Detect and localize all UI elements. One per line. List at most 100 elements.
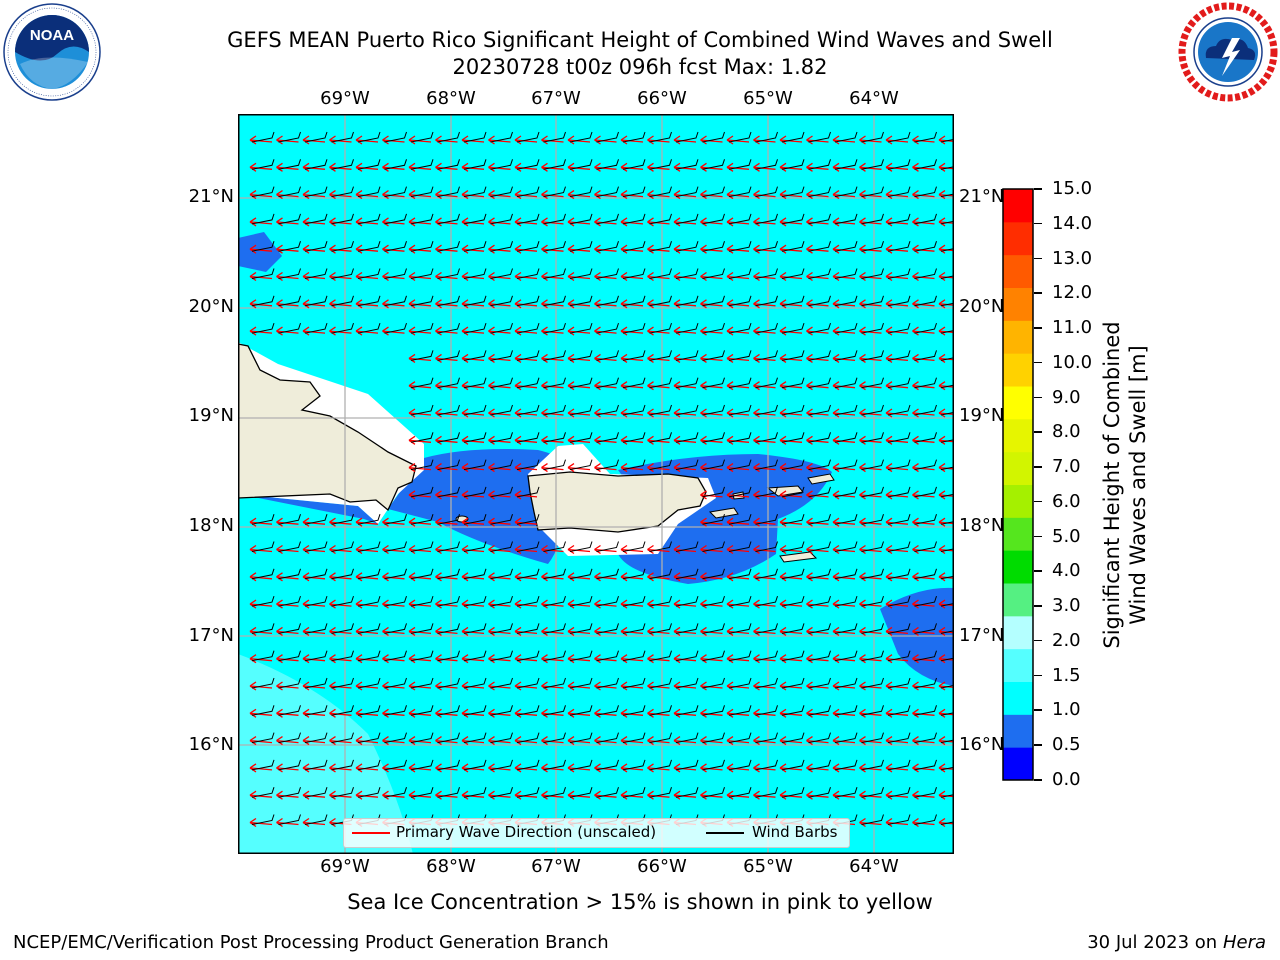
wind-barb: [304, 268, 328, 279]
wind-barb: [728, 623, 752, 634]
wind-barb: [596, 650, 619, 662]
footer-left: NCEP/EMC/Verification Post Processing Pr…: [13, 932, 609, 953]
wind-barb: [940, 138, 954, 143]
wind-barb: [702, 241, 725, 252]
wind-barb: [357, 677, 381, 689]
wind-barb: [437, 787, 460, 798]
wind-barb: [278, 787, 301, 798]
wind-barb: [755, 268, 778, 279]
wind-barb: [437, 568, 460, 580]
wind-barb: [516, 377, 540, 389]
wind-barb: [596, 732, 619, 744]
wind-barb: [569, 131, 593, 143]
wind-barb: [675, 213, 699, 225]
wind-barb: [384, 595, 407, 607]
colorbar-tick-mark: [1034, 535, 1042, 538]
wind-barb: [463, 486, 487, 498]
wind-barb: [463, 705, 487, 716]
wind-barb: [649, 677, 672, 689]
wind-barb: [437, 650, 460, 662]
wind-barb: [675, 623, 699, 634]
wind-barb: [463, 159, 487, 170]
wind-barb: [834, 623, 858, 634]
wind-barb: [914, 732, 937, 744]
wind-barb: [357, 322, 381, 334]
wind-barb: [278, 814, 301, 825]
wind-barb: [649, 295, 672, 307]
wind-barb: [463, 268, 487, 279]
wind-barb: [808, 295, 831, 307]
wind-barb: [781, 322, 805, 334]
wind-barb: [914, 705, 937, 716]
wind-barb: [410, 787, 434, 798]
wind-barb: [384, 186, 407, 198]
wind-barb: [278, 322, 301, 334]
wind-barb: [251, 650, 275, 662]
wind-barb: [490, 486, 513, 498]
wind-barb: [596, 213, 619, 225]
wind-barb: [437, 514, 460, 525]
wind-barb: [437, 705, 460, 716]
wind-barb: [940, 411, 954, 416]
wind-barb: [702, 213, 725, 225]
wind-barb: [331, 268, 354, 279]
wind-barb: [543, 432, 566, 443]
wind-barb: [914, 350, 937, 361]
wind-barb: [569, 541, 593, 552]
wind-barb: [728, 241, 752, 252]
wind-barb: [649, 541, 672, 552]
wind-barb: [278, 541, 301, 552]
colorbar-tick-label: 0.5: [1052, 734, 1081, 756]
wind-barb: [755, 705, 778, 716]
wind-barb: [516, 213, 540, 225]
wind-barb: [675, 459, 699, 471]
wind-barb: [278, 186, 301, 198]
wind-barb: [861, 186, 884, 198]
wind-barb: [622, 650, 646, 662]
wind-barb: [569, 377, 593, 389]
colorbar-tick-mark: [1034, 639, 1042, 642]
vieques-island: [708, 507, 739, 519]
wind-barb: [357, 295, 381, 307]
wind-barb: [808, 677, 831, 689]
lon-label-bottom: 64°W: [849, 856, 899, 877]
wind-barb: [861, 486, 884, 498]
wind-barb: [675, 650, 699, 662]
wind-barb: [808, 514, 831, 525]
wind-barb: [331, 159, 354, 170]
wind-barb: [569, 404, 593, 416]
wind-barb: [861, 677, 884, 689]
wind-barb: [304, 705, 328, 716]
wind-barb: [834, 759, 858, 771]
wind-barb: [437, 623, 460, 634]
wind-barb: [569, 213, 593, 225]
wind-barb: [728, 186, 752, 198]
wind-barb: [887, 486, 911, 498]
wind-barb: [755, 213, 778, 225]
wind-barb: [516, 650, 540, 662]
wind-barb: [649, 432, 672, 443]
wind-barb: [410, 213, 434, 225]
wind-barb: [357, 541, 381, 552]
wind-barb: [384, 650, 407, 662]
wind-barb: [781, 650, 805, 662]
wind-barb: [702, 759, 725, 771]
wind-barb: [940, 657, 954, 662]
wind-barb: [596, 131, 619, 143]
wind-barb: [649, 322, 672, 334]
wind-barb: [755, 322, 778, 334]
colorbar-tick-mark: [1034, 500, 1042, 503]
wind-barb: [304, 759, 328, 771]
wind-barb: [516, 350, 540, 361]
wind-barb: [702, 295, 725, 307]
wind-barb: [649, 732, 672, 744]
wind-barb: [543, 350, 566, 361]
colorbar-tick-mark: [1034, 744, 1042, 746]
wind-barb: [622, 787, 646, 798]
wind-barb: [357, 131, 381, 143]
wind-barb: [755, 350, 778, 361]
wind-barb: [808, 377, 831, 389]
wind-barb: [410, 268, 434, 279]
wind-barb: [834, 295, 858, 307]
wind-barb: [834, 404, 858, 416]
